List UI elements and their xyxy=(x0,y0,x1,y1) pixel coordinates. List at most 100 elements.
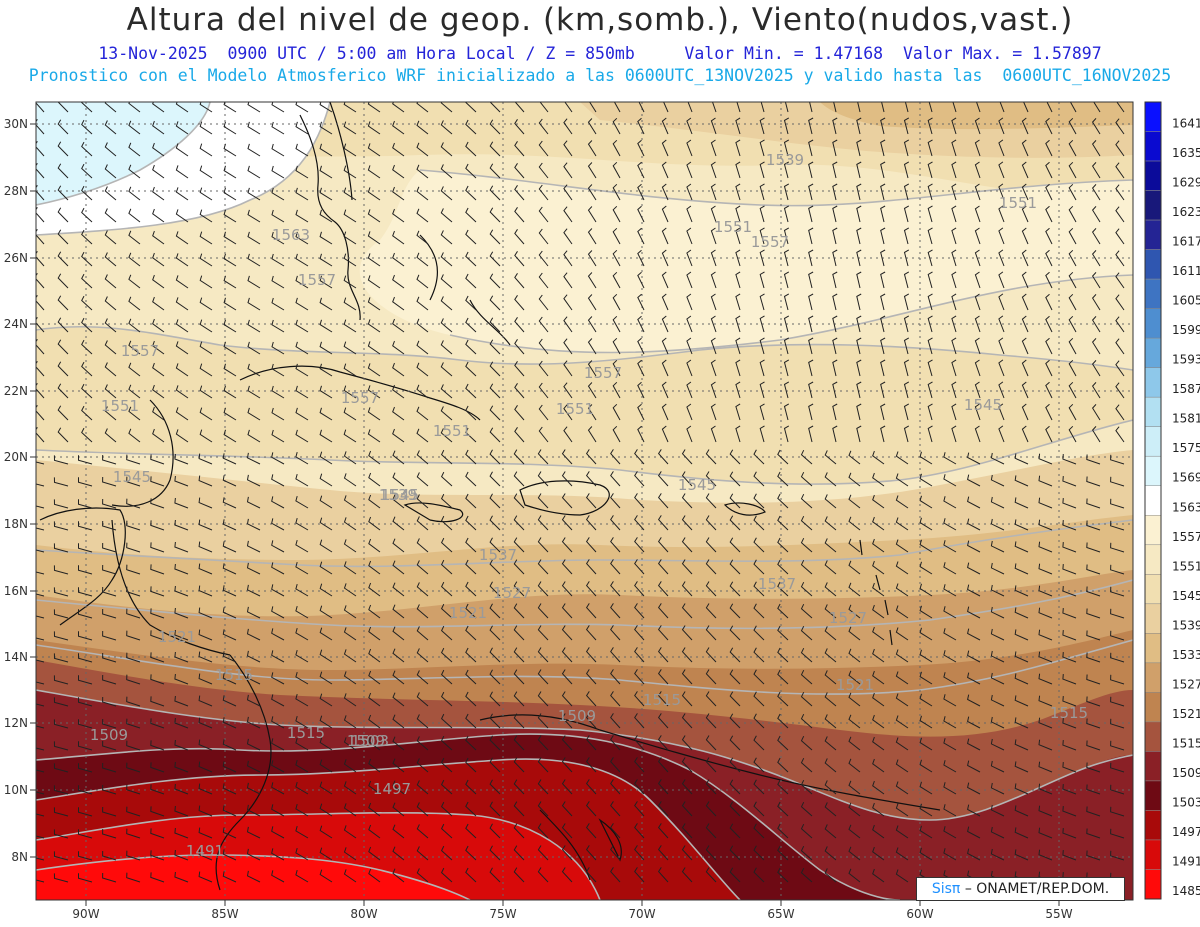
wind-barb xyxy=(848,846,861,861)
wind-barb xyxy=(1115,228,1125,245)
wind-barb xyxy=(489,119,501,135)
wind-barb xyxy=(735,337,741,355)
wind-barb xyxy=(681,801,693,817)
wind-barb xyxy=(247,187,261,201)
wind-barb xyxy=(319,187,333,201)
wind-barb xyxy=(1038,497,1053,509)
wind-barb xyxy=(199,429,213,443)
wind-barb xyxy=(927,293,933,311)
wind-barb xyxy=(343,869,357,883)
wind-barb xyxy=(246,804,261,817)
wind-barb xyxy=(824,472,837,487)
wind-barb xyxy=(319,847,333,861)
wind-barb xyxy=(126,762,141,773)
wind-barb xyxy=(563,118,573,135)
wind-barb xyxy=(974,315,981,333)
wind-barb xyxy=(848,648,861,663)
wind-barb xyxy=(880,381,886,399)
wind-barb xyxy=(824,692,837,707)
wind-barb xyxy=(367,102,381,113)
wind-barb xyxy=(927,139,933,157)
wind-barb xyxy=(1062,696,1077,707)
wind-barb xyxy=(343,649,357,663)
wind-barb xyxy=(247,121,261,135)
wind-barb xyxy=(392,208,405,223)
wind-barb xyxy=(753,515,765,531)
wind-barb xyxy=(367,187,381,201)
legend-swatch xyxy=(1144,131,1162,162)
wind-barb xyxy=(513,559,525,575)
wind-barb xyxy=(174,541,189,553)
wind-barb xyxy=(808,271,814,289)
wind-barb xyxy=(152,362,165,377)
wind-barb xyxy=(465,845,477,861)
wind-barb xyxy=(416,670,429,685)
wind-barb xyxy=(198,717,213,729)
wind-barb xyxy=(1062,762,1077,773)
lon-tick-label: 55W xyxy=(1045,907,1072,921)
wind-barb xyxy=(919,803,933,817)
wind-barb xyxy=(78,455,93,465)
wind-barb xyxy=(637,315,645,333)
wind-barb xyxy=(489,559,501,575)
wind-barb xyxy=(152,142,165,157)
wind-barb xyxy=(681,559,693,575)
wind-barb xyxy=(1062,674,1077,685)
wind-barb xyxy=(392,120,405,135)
wind-barb xyxy=(126,806,141,817)
wind-barb xyxy=(686,249,693,267)
wind-barb xyxy=(416,142,429,157)
wind-barb xyxy=(561,559,573,575)
wind-barb xyxy=(343,847,357,861)
wind-barb xyxy=(872,736,885,751)
wind-barb xyxy=(710,271,717,289)
wind-barb xyxy=(295,803,309,817)
wind-barb xyxy=(416,340,429,355)
wind-barb xyxy=(150,696,165,707)
wind-barb xyxy=(634,603,645,619)
wind-barb xyxy=(657,713,669,729)
wind-barb xyxy=(102,828,117,839)
wind-barb xyxy=(78,631,93,641)
wind-barb xyxy=(808,139,814,157)
wind-barb xyxy=(951,249,957,267)
contour-label: 1509 xyxy=(90,726,128,744)
wind-barb xyxy=(705,779,717,795)
wind-barb xyxy=(295,385,309,399)
wind-barb xyxy=(489,691,501,707)
wind-barb xyxy=(585,603,597,619)
wind-barb xyxy=(1045,227,1053,245)
wind-barb xyxy=(681,713,693,729)
wind-barb xyxy=(416,868,429,883)
wind-barb xyxy=(440,164,453,179)
wind-barb xyxy=(777,801,789,817)
wind-barb xyxy=(686,205,693,223)
wind-barb xyxy=(513,581,525,597)
wind-barb xyxy=(1110,696,1125,707)
wind-barb xyxy=(514,119,525,135)
wind-barb xyxy=(735,425,741,443)
wind-barb xyxy=(943,452,957,465)
wind-barb xyxy=(174,519,189,531)
contour-label: 1557 xyxy=(121,342,159,360)
wind-barb xyxy=(585,515,597,531)
wind-barb xyxy=(661,271,669,289)
lat-tick-label: 20N xyxy=(4,450,28,464)
wind-barb xyxy=(78,499,93,509)
wind-barb xyxy=(808,249,814,267)
wind-barb xyxy=(990,518,1005,531)
wind-barb xyxy=(1091,184,1101,201)
wind-barb xyxy=(247,231,261,245)
wind-barb xyxy=(513,537,525,553)
wind-barb xyxy=(246,606,261,619)
wind-barb xyxy=(927,249,933,267)
wind-barb xyxy=(1069,102,1077,113)
wind-barb xyxy=(198,849,213,861)
wind-barb xyxy=(585,647,597,663)
wind-barb xyxy=(735,117,741,135)
wind-barb xyxy=(36,725,45,729)
wind-barb xyxy=(759,161,765,179)
wind-barb xyxy=(783,359,790,377)
wind-barb xyxy=(199,209,213,223)
wind-barb xyxy=(729,559,741,575)
